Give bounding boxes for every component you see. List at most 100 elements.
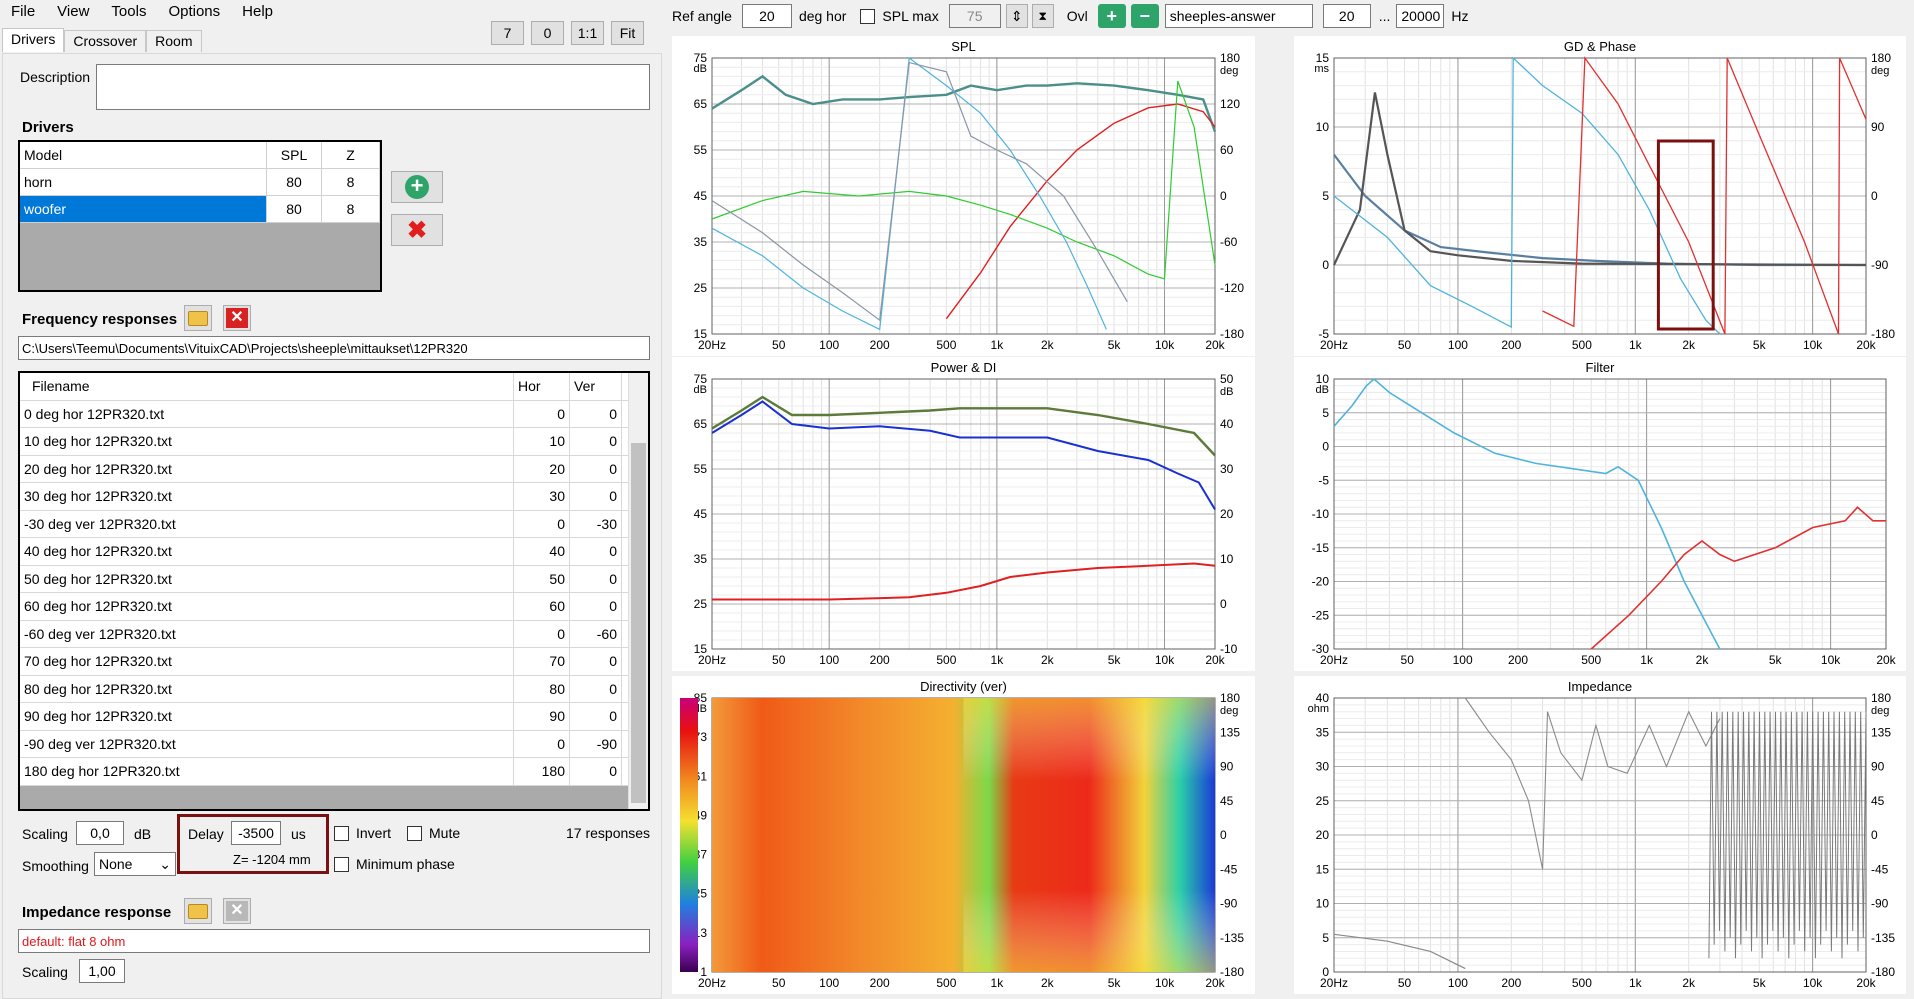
col-z[interactable]: Z — [322, 142, 380, 168]
ref-angle-input[interactable]: 20 — [741, 4, 792, 28]
freq-ver[interactable]: 0 — [570, 758, 622, 785]
freq-filename[interactable]: -90 deg ver 12PR320.txt — [20, 730, 514, 757]
freq-ver[interactable]: 0 — [570, 565, 622, 592]
freq-ver[interactable]: 0 — [570, 455, 622, 482]
freq-table-scrollbar[interactable] — [628, 373, 648, 809]
scaling-input[interactable]: 0,0 — [76, 821, 124, 845]
freq-filename[interactable]: 10 deg hor 12PR320.txt — [20, 428, 514, 455]
freq-hor[interactable]: 0 — [514, 730, 570, 757]
freq-hor[interactable]: 20 — [514, 455, 570, 482]
driver-z[interactable]: 8 — [322, 169, 380, 195]
mute-check[interactable] — [407, 825, 422, 841]
freq-ver[interactable]: 0 — [570, 648, 622, 675]
freq-hor[interactable]: 0 — [514, 400, 570, 427]
freq-ver[interactable]: -30 — [570, 510, 622, 537]
min-phase-checkbox[interactable]: Minimum phase — [334, 856, 455, 872]
open-freq-button[interactable] — [184, 305, 212, 331]
zoom-7-button[interactable]: 7 — [491, 21, 524, 45]
tab-crossover[interactable]: Crossover — [64, 30, 147, 52]
open-impedance-button[interactable] — [184, 898, 212, 924]
col-filename[interactable]: Filename — [20, 373, 514, 400]
zoom-0-button[interactable]: 0 — [531, 21, 564, 45]
driver-model[interactable]: horn — [20, 169, 267, 195]
freq-filename[interactable]: 180 deg hor 12PR320.txt — [20, 758, 514, 785]
freq-table-row[interactable]: 70 deg hor 12PR320.txt 70 0 — [20, 648, 648, 676]
gd-phase-chart[interactable]: GD & Phase 15 10 5 0 -5 180 90 0 -90 -180 deg ms 20Hz… — [1294, 36, 1906, 356]
freq-path-field[interactable]: C:\Users\Teemu\Documents\VituixCAD\Proje… — [18, 336, 650, 360]
spl-max-spinner[interactable]: ⇕ — [1005, 4, 1028, 28]
freq-table-row[interactable]: 30 deg hor 12PR320.txt 30 0 — [20, 483, 648, 511]
menu-options[interactable]: Options — [168, 2, 221, 20]
ovl-add-button[interactable]: + — [1097, 4, 1126, 28]
ovl-remove-button[interactable]: − — [1130, 4, 1159, 28]
directivity-chart[interactable]: Directivity (ver) 85 73 61 49 37 25 13 1 180 135 90… — [672, 676, 1255, 994]
tab-room[interactable]: Room — [146, 30, 202, 52]
freq-table-row[interactable]: 90 deg hor 12PR320.txt 90 0 — [20, 703, 648, 731]
freq-ver[interactable]: 0 — [570, 593, 622, 620]
mute-checkbox[interactable]: Mute — [407, 825, 460, 841]
freq-hor[interactable]: 0 — [514, 620, 570, 647]
spl-chart[interactable]: SPL 75 65 55 45 35 25 15 180 120 60 0 -60 -120 -180 deg… — [672, 36, 1255, 356]
freq-table-row[interactable]: -30 deg ver 12PR320.txt 0 -30 — [20, 510, 648, 538]
col-ver[interactable]: Ver — [570, 373, 622, 400]
clear-freq-button[interactable]: ✕ — [223, 305, 251, 331]
freq-from-input[interactable]: 20 — [1322, 4, 1371, 28]
freq-table-row[interactable]: 20 deg hor 12PR320.txt 20 0 — [20, 455, 648, 483]
driver-model[interactable]: woofer — [20, 196, 267, 222]
zoom-1-1-button[interactable]: 1:1 — [571, 21, 604, 45]
freq-filename[interactable]: 70 deg hor 12PR320.txt — [20, 648, 514, 675]
driver-row[interactable]: horn 80 8 — [20, 169, 380, 196]
tab-drivers[interactable]: Drivers — [2, 28, 65, 52]
freq-filename[interactable]: 30 deg hor 12PR320.txt — [20, 483, 514, 510]
freq-ver[interactable]: -90 — [570, 730, 622, 757]
freq-filename[interactable]: 20 deg hor 12PR320.txt — [20, 455, 514, 482]
col-model[interactable]: Model — [20, 142, 267, 168]
impedance-field[interactable]: default: flat 8 ohm — [18, 929, 650, 953]
freq-hor[interactable]: 10 — [514, 428, 570, 455]
description-field[interactable] — [96, 64, 650, 110]
impedance-chart[interactable]: Impedance 40 35 30 25 20 15 10 5 0 180 135 90 45 0 -45-… — [1294, 676, 1906, 994]
smoothing-select[interactable]: None ⌄ — [94, 852, 176, 876]
freq-to-input[interactable]: 20000 — [1396, 4, 1445, 28]
freq-ver[interactable]: 0 — [570, 538, 622, 565]
freq-filename[interactable]: -30 deg ver 12PR320.txt — [20, 510, 514, 537]
freq-hor[interactable]: 40 — [514, 538, 570, 565]
invert-checkbox[interactable]: Invert — [334, 825, 391, 841]
freq-filename[interactable]: 0 deg hor 12PR320.txt — [20, 400, 514, 427]
freq-hor[interactable]: 70 — [514, 648, 570, 675]
freq-filename[interactable]: 60 deg hor 12PR320.txt — [20, 593, 514, 620]
scrollbar-thumb[interactable] — [631, 443, 646, 803]
freq-table-row[interactable]: -60 deg ver 12PR320.txt 0 -60 — [20, 620, 648, 648]
freq-table-row[interactable]: 40 deg hor 12PR320.txt 40 0 — [20, 538, 648, 566]
freq-ver[interactable]: 0 — [570, 400, 622, 427]
freq-filename[interactable]: 40 deg hor 12PR320.txt — [20, 538, 514, 565]
spl-max-input[interactable]: 75 — [948, 4, 1001, 28]
menu-tools[interactable]: Tools — [111, 2, 147, 20]
spl-max-checkbox[interactable] — [860, 8, 876, 24]
freq-hor[interactable]: 30 — [514, 483, 570, 510]
remove-driver-button[interactable]: ✖ — [391, 214, 443, 246]
freq-table-row[interactable]: 60 deg hor 12PR320.txt 60 0 — [20, 593, 648, 621]
freq-table-row[interactable]: -90 deg ver 12PR320.txt 0 -90 — [20, 730, 648, 758]
freq-filename[interactable]: -60 deg ver 12PR320.txt — [20, 620, 514, 647]
imp-scaling-input[interactable]: 1,00 — [79, 959, 125, 983]
freq-hor[interactable]: 60 — [514, 593, 570, 620]
add-driver-button[interactable]: + — [391, 171, 443, 203]
freq-table-row[interactable]: 80 deg hor 12PR320.txt 80 0 — [20, 675, 648, 703]
freq-ver[interactable]: 0 — [570, 675, 622, 702]
freq-hor[interactable]: 180 — [514, 758, 570, 785]
freq-hor[interactable]: 80 — [514, 675, 570, 702]
invert-check[interactable] — [334, 825, 349, 841]
freq-ver[interactable]: -60 — [570, 620, 622, 647]
menu-file[interactable]: File — [11, 2, 36, 20]
freq-filename[interactable]: 50 deg hor 12PR320.txt — [20, 565, 514, 592]
clear-impedance-button[interactable]: ✕ — [223, 898, 251, 924]
freq-table-row[interactable]: 50 deg hor 12PR320.txt 50 0 — [20, 565, 648, 593]
delay-input[interactable]: -3500 — [231, 821, 281, 845]
menu-help[interactable]: Help — [242, 2, 274, 20]
freq-hor[interactable]: 0 — [514, 510, 570, 537]
power-di-chart[interactable]: Power & DI 75 65 55 45 35 25 15 50 40 30 20 10 0 -10 dB… — [672, 357, 1255, 671]
overlay-name-input[interactable]: sheeples-answer — [1164, 4, 1313, 28]
freq-table-row[interactable]: 0 deg hor 12PR320.txt 0 0 — [20, 400, 648, 428]
col-hor[interactable]: Hor — [514, 373, 570, 400]
